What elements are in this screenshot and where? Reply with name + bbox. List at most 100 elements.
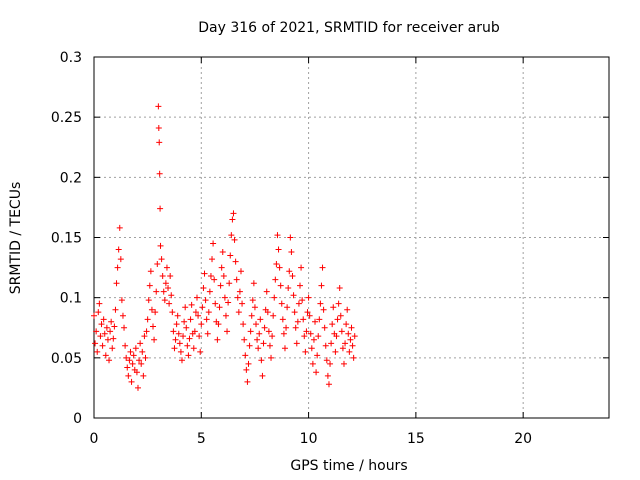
data-point [104,336,111,343]
data-point [108,318,115,325]
data-point [303,328,310,335]
y-tick-label: 0.25 [51,110,82,126]
data-point [336,285,343,292]
data-point [103,324,110,331]
x-tick-label: 5 [197,431,206,447]
data-point [161,297,168,304]
data-point [101,330,108,337]
data-point [351,333,358,340]
data-point [298,264,305,271]
data-point [93,328,100,335]
data-point [295,300,302,307]
data-point [132,345,139,352]
data-point [128,378,135,385]
data-point [182,304,189,311]
x-tick-label: 20 [514,431,532,447]
data-point [95,309,102,316]
data-point [154,260,161,267]
data-point [168,292,175,299]
data-point [277,282,284,289]
data-point [249,297,256,304]
data-point [309,360,316,367]
x-tick-label: 0 [90,431,99,447]
data-point [287,234,294,241]
data-point [272,276,279,283]
data-point [118,297,125,304]
data-point [209,256,216,263]
data-point [305,294,312,301]
data-point [119,312,126,319]
data-point [196,333,203,340]
data-point [112,306,119,313]
data-point [201,270,208,277]
data-point [266,342,273,349]
data-point [261,324,268,331]
data-point [187,316,194,323]
data-point [222,312,229,319]
data-point [162,280,169,287]
data-point [133,369,140,376]
data-point [157,242,164,249]
data-point [293,340,300,347]
data-point [308,345,315,352]
data-point [268,354,275,361]
data-point [215,321,222,328]
data-point [320,306,327,313]
data-point [256,330,263,337]
data-point [122,342,129,349]
data-point [153,288,160,295]
data-point [174,312,181,319]
data-point [137,340,144,347]
data-point [185,352,192,359]
data-point [107,328,114,335]
x-tick-label: 10 [300,431,318,447]
data-point [195,312,202,319]
data-points [91,103,358,391]
data-point [280,330,287,337]
data-point [350,354,357,361]
data-point [316,316,323,323]
x-axis-label: GPS time / hours [290,458,407,474]
data-point [211,276,218,283]
data-point [344,306,351,313]
data-point [173,321,180,328]
data-point [259,372,266,379]
chart-title: Day 316 of 2021, SRMTID for receiver aru… [198,20,500,36]
data-point [226,280,233,287]
data-point [334,316,341,323]
data-point [304,309,311,316]
data-point [236,288,243,295]
data-point [144,316,151,323]
data-point [94,348,101,355]
data-point [188,301,195,308]
data-point [124,364,131,371]
data-point [250,280,257,287]
data-point [197,348,204,355]
data-point [330,304,337,311]
data-point [239,300,246,307]
data-point [243,366,250,373]
data-point [225,299,232,306]
data-point [302,348,309,355]
data-point [191,328,198,335]
data-point [325,381,332,388]
data-point [294,318,301,325]
data-point [241,336,248,343]
data-point [314,352,321,359]
data-point [240,321,247,328]
data-point [110,335,117,342]
data-point [156,170,163,177]
data-point [152,309,159,316]
data-point [150,323,157,330]
data-point [146,282,153,289]
data-point [102,352,109,359]
data-point [183,324,190,331]
data-point [235,309,242,316]
data-point [254,336,261,343]
data-point [157,205,164,212]
data-point [190,345,197,352]
data-point [288,248,295,255]
data-point [204,330,211,337]
data-point [322,342,329,349]
